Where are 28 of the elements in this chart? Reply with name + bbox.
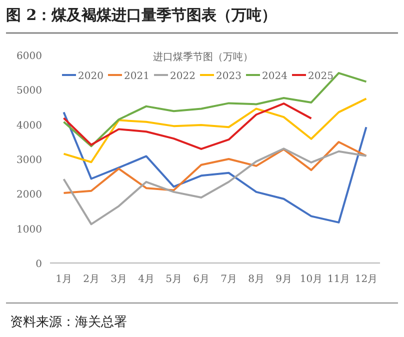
legend-label: 2023 <box>216 71 242 82</box>
legend-label: 2021 <box>124 71 150 82</box>
x-tick-label: 2月 <box>83 274 100 285</box>
x-tick-label: 8月 <box>248 274 264 285</box>
x-tick-label: 7月 <box>220 274 237 285</box>
x-tick-label: 4月 <box>138 274 154 285</box>
chart-title: 图 2：煤及褐煤进口量季节图表（万吨） <box>6 6 277 24</box>
x-tick-label: 1月 <box>56 274 72 285</box>
y-tick-label: 4000 <box>16 120 42 132</box>
legend-label: 2024 <box>262 71 288 82</box>
legend-label: 2025 <box>308 71 334 82</box>
y-tick-label: 0 <box>36 259 42 270</box>
y-tick-label: 2000 <box>16 190 42 201</box>
text: 资料来源：海关总署 <box>10 315 127 330</box>
x-tick-label: 6月 <box>193 274 210 285</box>
x-tick-label: 11月 <box>327 274 350 285</box>
y-tick-label: 1000 <box>16 224 42 236</box>
y-tick-label: 6000 <box>16 51 42 62</box>
y-tick-label: 5000 <box>16 86 42 97</box>
x-tick-label: 5月 <box>166 274 182 285</box>
x-tick-label: 3月 <box>110 274 127 285</box>
x-tick-label: 9月 <box>276 274 292 285</box>
legend-label: 2022 <box>170 71 196 82</box>
x-tick-label: 10月 <box>300 274 323 285</box>
legend-label: 2020 <box>78 71 104 82</box>
y-tick-label: 3000 <box>16 155 42 166</box>
chart-subtitle: 进口煤季节图（万吨） <box>153 51 253 63</box>
x-tick-label: 12月 <box>354 274 378 285</box>
